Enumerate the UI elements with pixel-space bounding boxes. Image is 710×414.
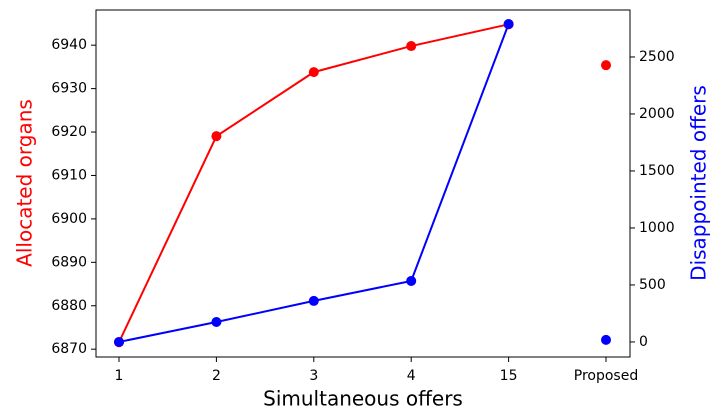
y-axis-label: Allocated organs (13, 99, 37, 267)
y-tick-label: 6870 (51, 341, 87, 357)
data-point (601, 334, 611, 345)
x-tick-label: Proposed (574, 368, 638, 384)
data-point (601, 60, 611, 71)
y2-tick-label: 0 (639, 334, 648, 350)
y-tick-label: 6930 (51, 81, 87, 97)
y-tick-label: 6890 (51, 254, 87, 270)
x-tick-label: 15 (500, 368, 518, 384)
y2-tick-label: 1000 (639, 220, 675, 236)
y-tick-label: 6920 (51, 124, 87, 140)
y-tick-label: 6900 (51, 211, 87, 227)
data-point (308, 295, 319, 306)
data-point (406, 41, 417, 52)
y2-tick-label: 2000 (639, 106, 675, 122)
y-tick-label: 6940 (51, 37, 87, 53)
data-point (503, 19, 514, 30)
y-tick-label: 6910 (51, 167, 87, 183)
data-point (211, 317, 222, 328)
y2-tick-label: 2500 (639, 49, 675, 65)
y2-axis-label: Disappointed offers (687, 85, 710, 281)
data-point (308, 67, 319, 78)
x-tick-label: 2 (212, 368, 221, 384)
x-tick-label: 3 (309, 368, 318, 384)
data-point (114, 336, 124, 347)
y-tick-label: 6880 (51, 298, 87, 314)
data-point (406, 275, 417, 286)
data-point (211, 131, 222, 142)
x-tick-label: 1 (115, 368, 124, 384)
x-tick-label: 4 (407, 368, 416, 384)
x-axis-label: Simultaneous offers (263, 387, 463, 411)
y2-tick-label: 1500 (639, 163, 675, 179)
y2-tick-label: 500 (639, 277, 666, 293)
plot-frame (95, 9, 631, 358)
